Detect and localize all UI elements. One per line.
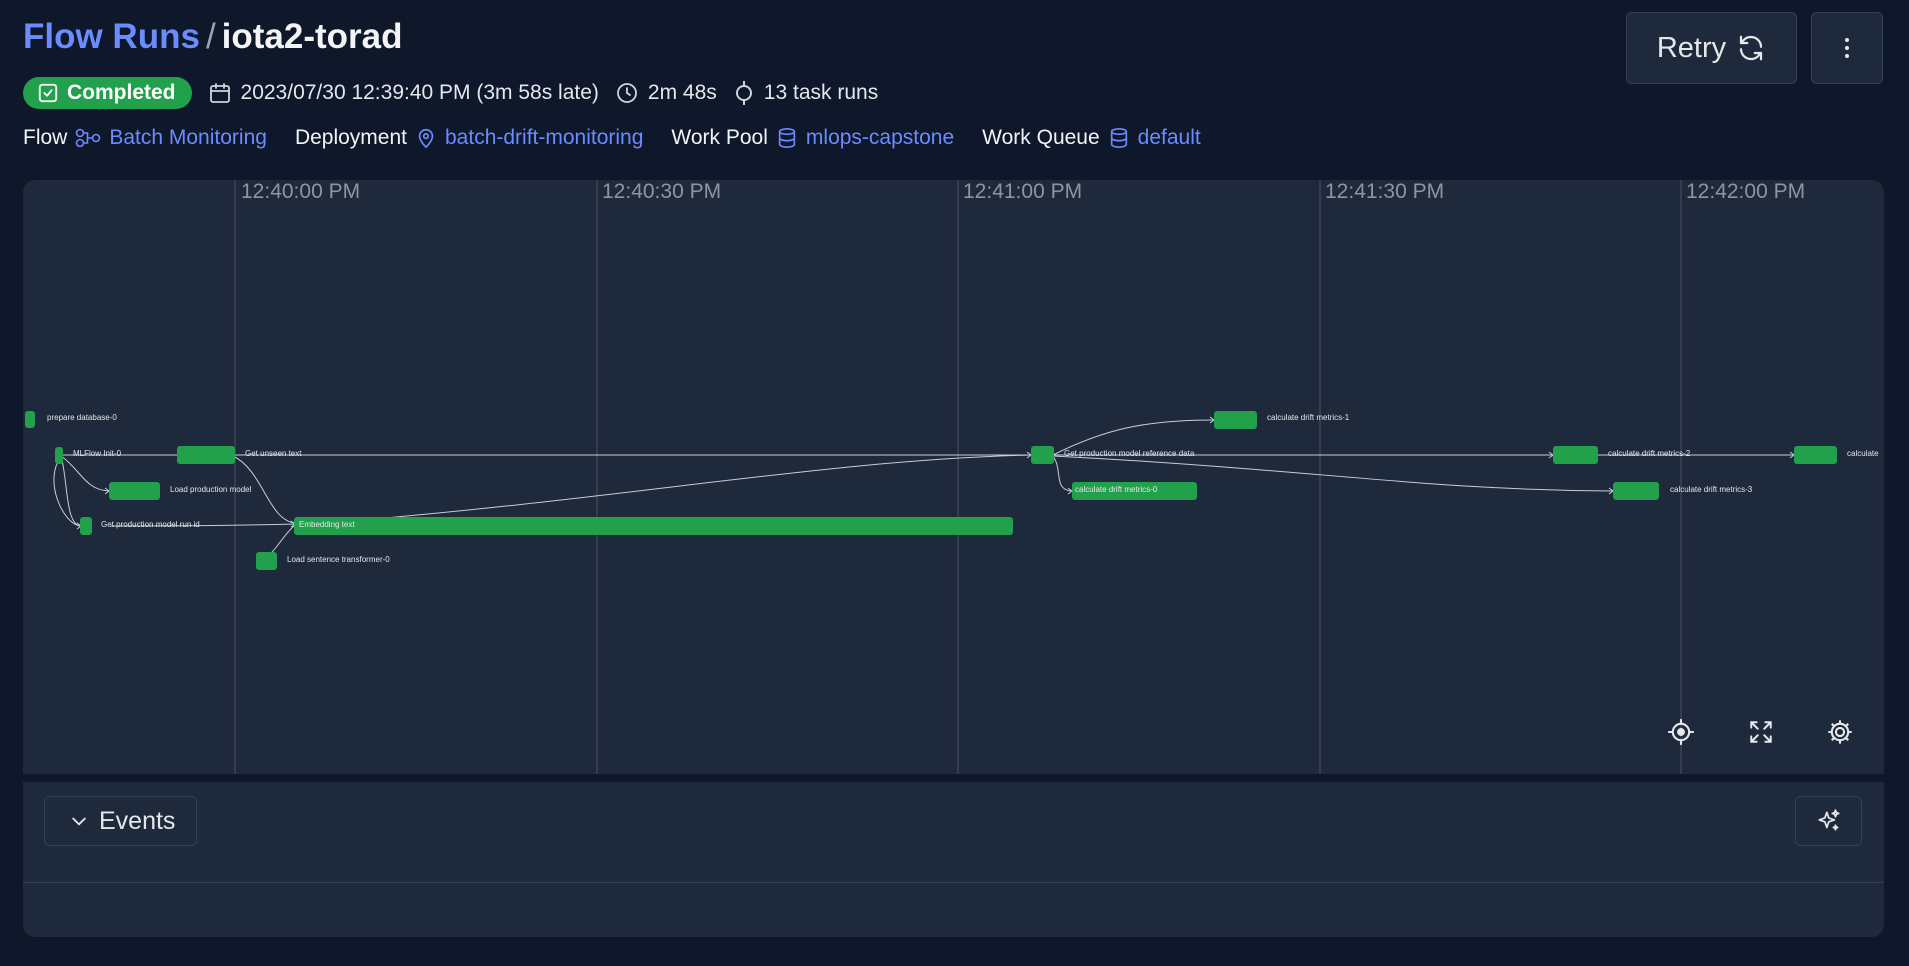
time-tick: 12:41:00 PM <box>963 180 1083 203</box>
task-bar-drift-metrics-2[interactable] <box>1553 446 1598 464</box>
task-bar-load-production-model[interactable] <box>109 482 160 500</box>
time-tick: 12:42:00 PM <box>1686 180 1806 203</box>
events-label: Events <box>99 806 176 835</box>
task-label: Load sentence transformer-0 <box>287 555 390 564</box>
check-square-icon <box>38 83 58 103</box>
task-label: calculate drift metrics-1 <box>1267 413 1350 422</box>
task-runs-text: 13 task runs <box>763 81 879 104</box>
run-meta-row: Completed 2023/07/30 12:39:40 PM (3m 58s… <box>23 77 878 109</box>
time-tick: 12:40:00 PM <box>241 180 361 203</box>
fullscreen-icon <box>1750 721 1772 743</box>
task-bar-mlflow-init[interactable] <box>55 447 63 464</box>
breadcrumb-flow-runs[interactable]: Flow Runs <box>23 17 200 56</box>
clock-icon <box>617 83 637 103</box>
task-bar-calculate[interactable] <box>1794 446 1837 464</box>
task-bar-drift-metrics-0[interactable] <box>1072 482 1197 500</box>
start-time: 2023/07/30 12:39:40 PM (3m 58s late) <box>208 81 599 105</box>
task-label: calculate <box>1847 449 1879 458</box>
events-toggle-button[interactable]: Events <box>44 796 197 846</box>
task-bar-embedding-text[interactable] <box>294 517 1013 535</box>
task-runs-count: 13 task runs <box>733 80 878 106</box>
run-info-row: Flow Batch Monitoring Deployment batch-d… <box>23 124 1229 152</box>
task-bar-get-model-run-id[interactable] <box>80 517 92 535</box>
task-bar-get-unseen-text[interactable] <box>177 446 235 464</box>
task-label: prepare database-0 <box>47 413 117 422</box>
task-run-icon <box>735 81 752 105</box>
task-label: calculate drift metrics-0 <box>1075 485 1158 494</box>
task-bar-drift-metrics-1[interactable] <box>1214 411 1257 429</box>
task-label: Get production model run id <box>101 520 200 529</box>
flow-icon <box>76 128 101 148</box>
flow-link[interactable]: Batch Monitoring <box>75 126 267 150</box>
time-tick: 12:41:30 PM <box>1325 180 1445 203</box>
task-label: Get production model reference data <box>1064 449 1195 458</box>
status-label: Completed <box>67 81 176 104</box>
retry-button[interactable]: Retry <box>1626 12 1797 84</box>
time-tick: 12:40:30 PM <box>602 180 722 203</box>
chevron-down-icon <box>72 817 86 826</box>
status-badge: Completed <box>23 77 192 109</box>
work-pool-label: Work Pool <box>671 126 768 149</box>
work-pool-link-text: mlops-capstone <box>805 126 955 149</box>
work-pool-link[interactable]: mlops-capstone <box>776 126 954 150</box>
task-label: Embedding text <box>299 520 355 529</box>
task-label: calculate drift metrics-2 <box>1608 449 1691 458</box>
calendar-icon <box>209 83 230 103</box>
flow-link-text: Batch Monitoring <box>109 126 267 149</box>
duration-text: 2m 48s <box>647 81 717 104</box>
breadcrumb-separator: / <box>205 17 216 56</box>
task-bar-load-sentence-transformer[interactable] <box>256 552 277 570</box>
page-header: Flow Runs / iota2-torad <box>23 14 403 60</box>
events-divider <box>23 882 1884 883</box>
task-label: MLFlow Init-0 <box>73 449 122 458</box>
ai-assist-button[interactable] <box>1795 796 1862 846</box>
retry-label: Retry <box>1656 31 1727 64</box>
start-time-text: 2023/07/30 12:39:40 PM (3m 58s late) <box>240 81 599 104</box>
sparkles-icon <box>1817 809 1840 831</box>
work-queue-link-text: default <box>1137 126 1201 149</box>
work-queue-link[interactable]: default <box>1108 126 1201 150</box>
events-panel: Events <box>23 782 1884 937</box>
task-label: Load production model <box>170 485 252 494</box>
flow-run-timeline[interactable]: prepare database-0 MLFlow Init-0 Get uns… <box>23 180 1884 774</box>
recenter-button[interactable] <box>1665 716 1697 748</box>
duration: 2m 48s <box>615 81 717 105</box>
task-label: Get unseen text <box>245 449 302 458</box>
task-bar-prepare-database[interactable] <box>25 411 35 428</box>
more-vertical-icon <box>1845 38 1849 58</box>
settings-icon <box>1828 720 1852 744</box>
fullscreen-button[interactable] <box>1745 716 1777 748</box>
deployment-link-text: batch-drift-monitoring <box>445 126 644 149</box>
timeline-graph: prepare database-0 MLFlow Init-0 Get uns… <box>25 180 1879 774</box>
database-icon <box>1110 128 1127 148</box>
task-bars <box>25 411 1837 570</box>
flow-run-name: iota2-torad <box>221 17 403 56</box>
more-actions-button[interactable] <box>1811 12 1883 84</box>
flow-label: Flow <box>23 126 68 149</box>
task-label: calculate drift metrics-3 <box>1670 485 1753 494</box>
database-icon <box>778 128 796 148</box>
recenter-icon <box>1668 719 1694 745</box>
refresh-icon <box>1740 35 1763 61</box>
task-bar-drift-metrics-3[interactable] <box>1613 482 1659 500</box>
map-pin-icon <box>418 128 434 149</box>
deployment-label: Deployment <box>294 126 407 149</box>
page-title: Flow Runs / iota2-torad <box>23 14 403 60</box>
settings-button[interactable] <box>1824 716 1856 748</box>
work-queue-label: Work Queue <box>982 126 1100 149</box>
deployment-link[interactable]: batch-drift-monitoring <box>415 126 643 150</box>
task-bar-get-reference-data[interactable] <box>1031 446 1054 464</box>
